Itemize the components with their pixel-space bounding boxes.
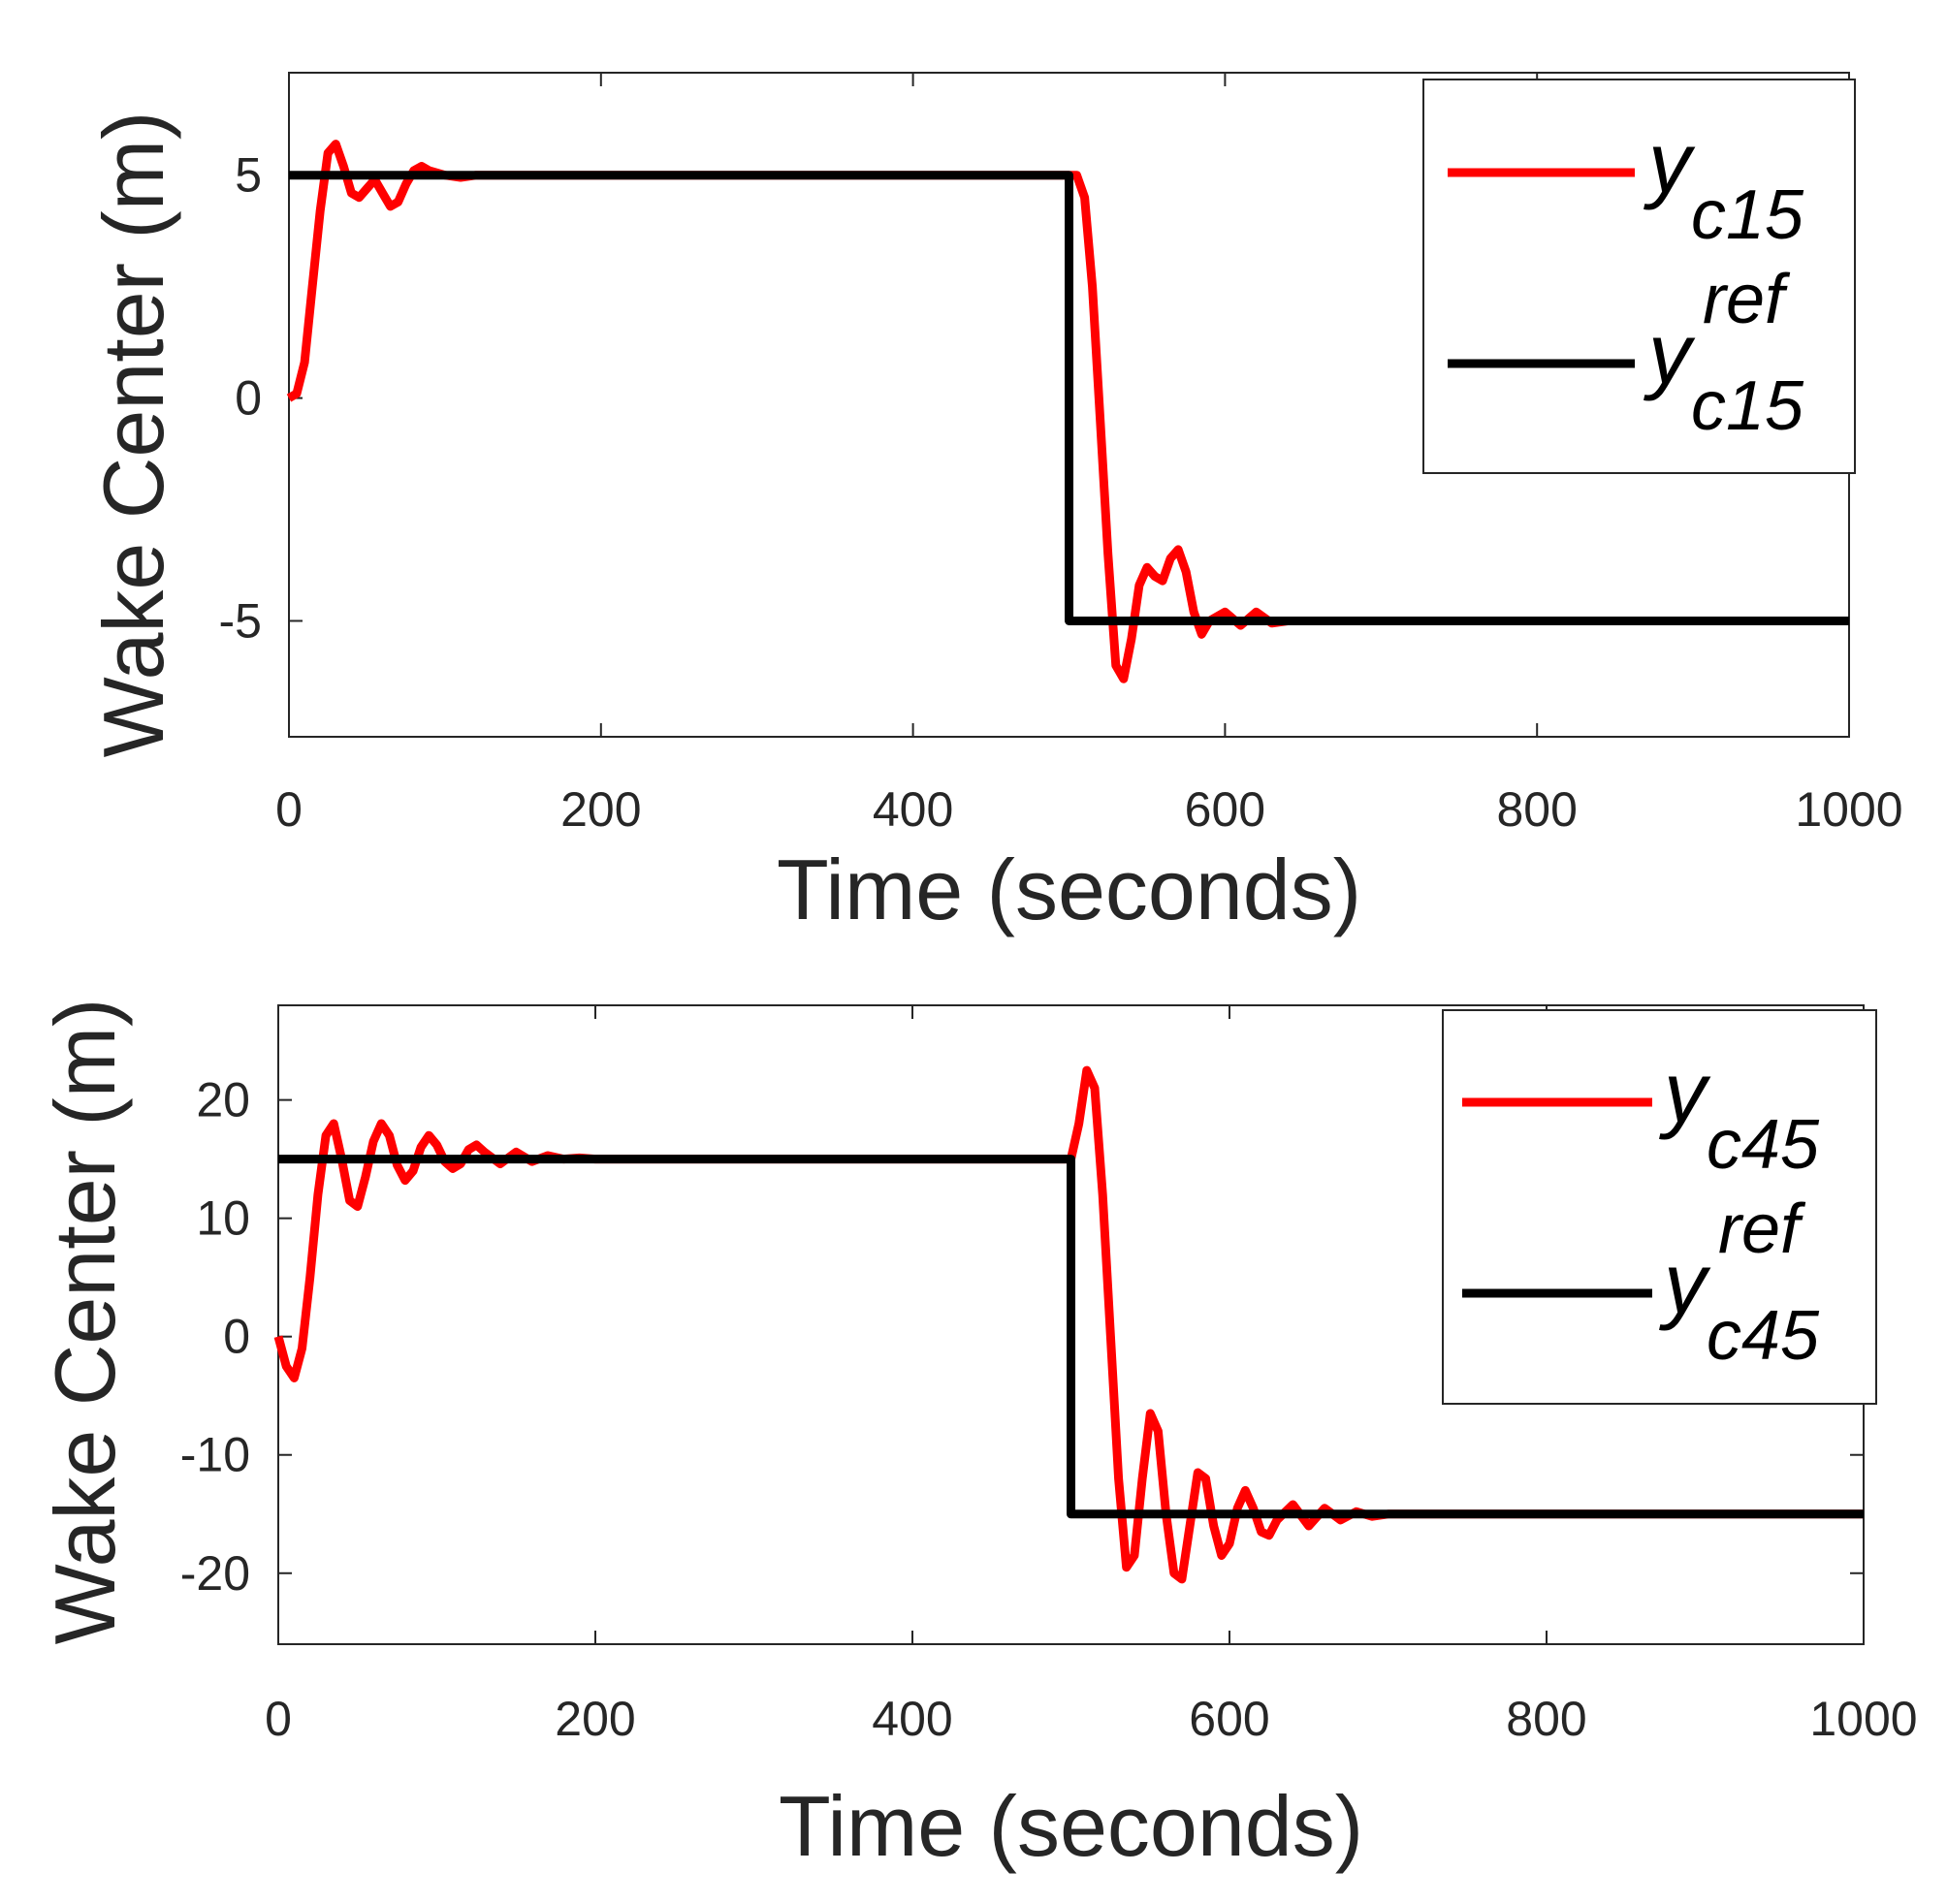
x-tick-label: 400 (873, 782, 953, 837)
y-axis-label: Wake Center (m) (37, 999, 133, 1645)
x-tick-label: 1000 (1809, 1692, 1917, 1746)
legend-box (1442, 1009, 1877, 1405)
legend-entry: yc15 (1644, 305, 1804, 445)
legend-entry: yc45 (1659, 1235, 1820, 1375)
y-tick-label: 5 (235, 148, 262, 203)
y-tick-label: 20 (196, 1073, 250, 1127)
x-axis-label: Time (seconds) (777, 841, 1361, 937)
y-axis-label: Wake Center (m) (85, 111, 181, 758)
y-tick-label: -20 (180, 1546, 250, 1601)
x-tick-label: 0 (275, 782, 303, 837)
legend-entry: yc45 (1659, 1044, 1820, 1184)
x-tick-label: 800 (1506, 1692, 1586, 1746)
legend-superscript: ref (1718, 1190, 1806, 1268)
chart-bottom: 0 200 400 600 800 1000 -20 -10 0 10 20 Time (second… (37, 999, 1918, 1874)
series-line-reference (289, 171, 1849, 625)
x-tick-label: 200 (560, 782, 641, 837)
x-tick-label: 800 (1496, 782, 1577, 837)
x-tick-label: 400 (872, 1692, 952, 1746)
series-line-reference (278, 1155, 1864, 1519)
chart-top: 0 200 400 600 800 1000 -5 0 5 Time (seconds) Wake … (85, 72, 1903, 937)
y-tick-label: 10 (196, 1191, 250, 1246)
x-tick-label: 600 (1185, 782, 1265, 837)
x-axis-label: Time (seconds) (779, 1778, 1363, 1874)
y-tick-label: 0 (223, 1310, 250, 1364)
y-tick-label: -10 (180, 1428, 250, 1482)
y-tick-label: -5 (219, 593, 262, 648)
x-tick-label: 1000 (1795, 782, 1902, 837)
legend-box (1422, 79, 1856, 474)
legend-entry: yc15 (1644, 114, 1804, 254)
x-tick-label: 0 (265, 1692, 292, 1746)
legend-superscript: ref (1703, 261, 1791, 338)
y-tick-label: 0 (235, 371, 262, 426)
x-tick-label: 200 (555, 1692, 635, 1746)
x-tick-label: 600 (1189, 1692, 1269, 1746)
